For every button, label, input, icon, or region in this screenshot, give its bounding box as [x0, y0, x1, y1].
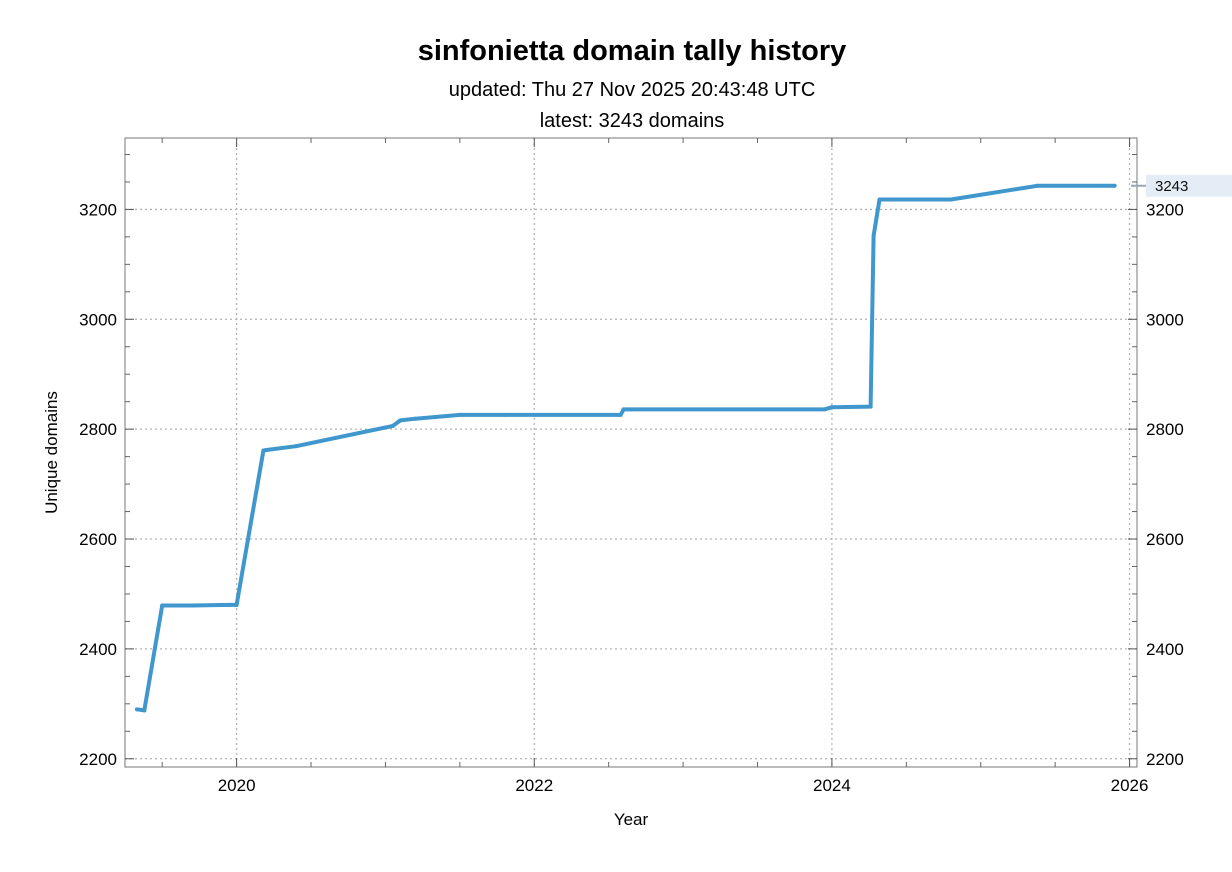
- data-point: [822, 407, 827, 412]
- x-tick-label: 2026: [1111, 776, 1149, 795]
- axis-ticks: [125, 138, 1137, 767]
- data-point: [189, 603, 194, 608]
- data-point: [502, 412, 507, 417]
- y-tick-label-left: 2200: [79, 750, 117, 769]
- tick-labels: 2020 2022 2024 2026 2200 2200 2400 2400 2600 2600…: [79, 200, 1184, 795]
- data-point: [877, 197, 882, 202]
- data-point: [871, 233, 876, 238]
- chart-subtitle-updated: updated: Thu 27 Nov 2025 20:43:48 UTC: [449, 79, 816, 101]
- data-point: [868, 404, 873, 409]
- data-point: [948, 197, 953, 202]
- data-point: [234, 602, 239, 607]
- data-point: [629, 407, 633, 412]
- y-tick-label-right: 3200: [1146, 200, 1184, 219]
- chart-title: sinfonietta domain tally history: [418, 35, 847, 67]
- plot-frame: [124, 137, 1138, 768]
- x-axis-label: Year: [614, 810, 649, 829]
- latest-value-label: 3243: [1155, 178, 1188, 195]
- x-tick-label: 2022: [515, 776, 553, 795]
- y-tick-label-left: 2600: [79, 530, 117, 549]
- data-point: [829, 405, 834, 410]
- data-point: [390, 423, 395, 428]
- data-point: [398, 418, 403, 423]
- latest-value-marker: 3243: [1131, 174, 1232, 197]
- y-tick-label-left: 2400: [79, 640, 117, 659]
- y-tick-label-right: 2400: [1146, 640, 1184, 659]
- x-tick-label: 2020: [218, 776, 256, 795]
- data-point: [142, 708, 147, 713]
- data-point: [457, 412, 462, 417]
- data-point: [1112, 183, 1117, 188]
- data-point: [227, 602, 232, 607]
- y-tick-label-right: 2600: [1146, 530, 1184, 549]
- data-point: [261, 448, 266, 453]
- data-point: [618, 412, 623, 417]
- x-tick-label: 2024: [813, 776, 851, 795]
- y-tick-label-right: 2800: [1146, 420, 1184, 439]
- grid: [125, 138, 1137, 767]
- data-point: [264, 448, 269, 453]
- y-tick-label-left: 3000: [79, 310, 117, 329]
- chart-subtitle-latest: latest: 3243 domains: [540, 110, 725, 132]
- data-point: [294, 444, 299, 449]
- y-tick-label-left: 3200: [79, 200, 117, 219]
- series-line: [136, 183, 1115, 713]
- data-point: [160, 603, 165, 608]
- series-layer: [134, 183, 1117, 713]
- y-axis-label: Unique domains: [42, 391, 61, 514]
- data-point: [134, 707, 139, 712]
- data-point: [1035, 183, 1040, 188]
- y-tick-label-right: 2200: [1146, 750, 1184, 769]
- latest-value-box: [1146, 174, 1232, 197]
- data-point: [621, 407, 626, 412]
- y-tick-label-right: 3000: [1146, 310, 1184, 329]
- data-point: [413, 416, 418, 421]
- y-tick-label-left: 2800: [79, 420, 117, 439]
